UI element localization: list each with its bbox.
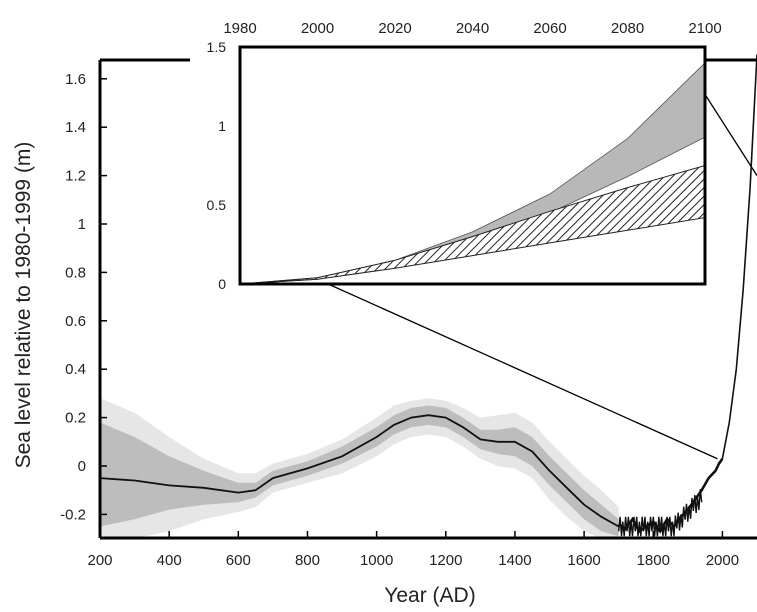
y-tick-label: 0.2	[65, 410, 86, 427]
x-tick-label: 1000	[360, 552, 393, 569]
x-tick-label: 1200	[429, 552, 462, 569]
y-axis-label: Sea level relative to 1980-1999 (m)	[12, 142, 35, 469]
y-tick-label: 0.8	[65, 264, 86, 281]
inset-x-tick-label: 2040	[456, 20, 489, 37]
y-tick-label: 1	[78, 216, 86, 233]
inset-frame	[238, 45, 707, 286]
x-tick-label: 800	[295, 552, 320, 569]
y-tick-label: 0.4	[65, 361, 86, 378]
x-tick-label: 1600	[567, 552, 600, 569]
y-tick-label: 0	[78, 458, 86, 475]
inset-x-tick-label: 1980	[223, 20, 256, 37]
tide-gauge-noise	[618, 489, 703, 537]
x-tick-label: 1800	[637, 552, 670, 569]
x-tick-label: 1400	[498, 552, 531, 569]
inset-x-tick-label: 2080	[611, 20, 644, 37]
y-tick-label: 0.6	[65, 313, 86, 330]
y-tick-label: -0.2	[60, 506, 86, 523]
main-plot: -0.2 0 0.2 0.4 0.6 0.8 1 1.2 1.4 1.6 200 400 600 800 1…	[60, 54, 757, 569]
reconstruction-line	[99, 414, 620, 528]
inset-x-tick-label: 2000	[301, 20, 334, 37]
inset-y-tick-label: 0.5	[207, 197, 227, 213]
x-tick-label: 600	[226, 552, 251, 569]
inset-x-tick-label: 2100	[688, 20, 721, 37]
y-tick-label: 1.6	[65, 71, 86, 88]
inset-y-tick-label: 1.5	[207, 39, 227, 55]
connector-line-right	[704, 94, 757, 176]
connector-line-left	[317, 278, 718, 460]
x-axis-label: Year (AD)	[384, 584, 475, 607]
projection-line	[721, 54, 757, 459]
x-tick-label: 200	[87, 552, 112, 569]
x-tick-label: 2000	[706, 552, 739, 569]
inset-x-tick-label: 2060	[533, 20, 566, 37]
y-tick-label: 1.2	[65, 168, 86, 185]
y-tick-label: 1.4	[65, 119, 86, 136]
inner-uncertainty-band	[100, 405, 619, 537]
inset-x-tick-label: 2020	[378, 20, 411, 37]
x-tick-label: 400	[157, 552, 182, 569]
inset-y-tick-label: 1	[218, 118, 226, 134]
inset-y-tick-label: 0	[218, 276, 226, 292]
inset-plot: 1980 2000 2020 2040 2060 2080 2100 0 0.5 1 1.5	[207, 20, 757, 460]
